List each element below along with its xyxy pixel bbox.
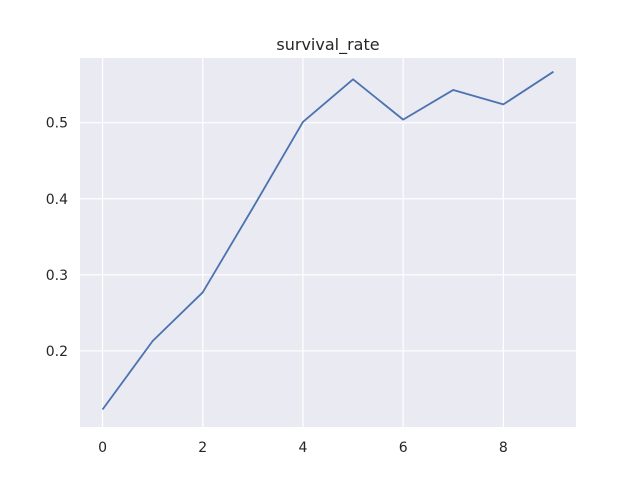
x-tick-label: 2 [198, 440, 207, 456]
y-tick-label: 0.4 [46, 192, 68, 208]
chart-title: survival_rate [276, 35, 379, 55]
x-tick-label: 6 [399, 440, 408, 456]
x-tick-label: 8 [499, 440, 508, 456]
tick-labels: 0 2 4 6 8 0.2 0.3 0.4 0.5 [46, 116, 508, 456]
x-tick-label: 4 [298, 440, 307, 456]
series-line [101, 70, 554, 411]
y-tick-label: 0.3 [46, 268, 68, 284]
y-tick-label: 0.5 [46, 116, 68, 132]
plot-area [80, 58, 576, 427]
x-tick-label: 0 [98, 440, 107, 456]
y-tick-label: 0.2 [46, 344, 68, 360]
series-layer [101, 70, 554, 411]
